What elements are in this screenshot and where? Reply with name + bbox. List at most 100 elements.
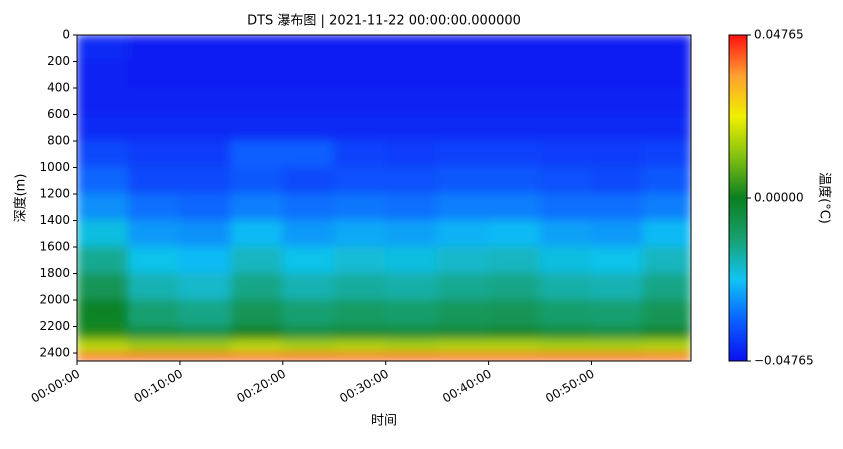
heat-cell bbox=[333, 339, 387, 354]
y-tick-label: 1000 bbox=[39, 160, 70, 174]
heat-cell bbox=[230, 246, 284, 275]
heat-cell bbox=[385, 87, 438, 116]
heat-cell bbox=[385, 167, 438, 195]
heat-cell bbox=[488, 220, 541, 248]
x-tick-label: 00:50:00 bbox=[543, 367, 597, 406]
heat-cell bbox=[591, 61, 644, 89]
heat-cell bbox=[127, 35, 181, 63]
heat-cell bbox=[436, 326, 490, 341]
heat-cell bbox=[77, 299, 129, 328]
heat-cell bbox=[591, 193, 644, 222]
heat-cell bbox=[77, 339, 129, 354]
heat-cell bbox=[282, 167, 335, 195]
colorbar bbox=[728, 34, 748, 362]
heat-cell bbox=[385, 299, 438, 328]
heat-cell bbox=[488, 352, 541, 361]
heat-cell bbox=[436, 339, 490, 354]
x-tick-label: 00:20:00 bbox=[234, 367, 288, 406]
y-tick-label: 1800 bbox=[39, 266, 70, 280]
heat-cell bbox=[591, 299, 644, 328]
heat-cell bbox=[436, 87, 490, 116]
heat-cell bbox=[230, 273, 284, 301]
heat-cell bbox=[230, 140, 284, 169]
heat-cell bbox=[539, 193, 593, 222]
heat-cell bbox=[488, 167, 541, 195]
heat-cell bbox=[385, 273, 438, 301]
y-tick-label: 2400 bbox=[39, 346, 70, 360]
heat-cell bbox=[179, 273, 232, 301]
heat-cell bbox=[539, 61, 593, 89]
heat-cell bbox=[539, 339, 593, 354]
heat-cell bbox=[77, 326, 129, 341]
heat-cell bbox=[333, 61, 387, 89]
heat-cell bbox=[333, 167, 387, 195]
heat-cell bbox=[539, 114, 593, 142]
heat-cell bbox=[333, 220, 387, 248]
heat-cell bbox=[230, 193, 284, 222]
heat-cell bbox=[282, 339, 335, 354]
heat-cell bbox=[436, 352, 490, 361]
heat-cell bbox=[539, 299, 593, 328]
heat-cell bbox=[436, 167, 490, 195]
heat-cell bbox=[230, 352, 284, 361]
heat-cell bbox=[230, 339, 284, 354]
y-tick-label: 2000 bbox=[39, 293, 70, 307]
heat-cell bbox=[77, 193, 129, 222]
heat-cell bbox=[230, 167, 284, 195]
x-tick-label: 00:30:00 bbox=[337, 367, 391, 406]
heat-cell bbox=[179, 246, 232, 275]
heat-cell bbox=[282, 87, 335, 116]
heat-cell bbox=[488, 114, 541, 142]
heat-cell bbox=[385, 220, 438, 248]
heat-cell bbox=[333, 326, 387, 341]
heat-cell bbox=[127, 114, 181, 142]
heat-cell bbox=[436, 140, 490, 169]
heat-cell bbox=[385, 35, 438, 63]
heat-cell bbox=[488, 61, 541, 89]
heat-cell bbox=[539, 326, 593, 341]
heat-cell bbox=[488, 299, 541, 328]
x-tick-label: 00:10:00 bbox=[131, 367, 185, 406]
heat-cell bbox=[333, 246, 387, 275]
heat-cell bbox=[436, 193, 490, 222]
heat-cell bbox=[642, 114, 691, 142]
y-tick-label: 1400 bbox=[39, 213, 70, 227]
heat-cell bbox=[436, 220, 490, 248]
heat-cell bbox=[539, 140, 593, 169]
heat-cell bbox=[539, 167, 593, 195]
heat-cell bbox=[282, 246, 335, 275]
heat-cell bbox=[436, 246, 490, 275]
heat-cell bbox=[488, 193, 541, 222]
y-tick-label: 600 bbox=[47, 107, 70, 121]
heat-cell bbox=[282, 220, 335, 248]
heat-cell bbox=[179, 167, 232, 195]
heat-cell bbox=[488, 273, 541, 301]
heat-cell bbox=[436, 299, 490, 328]
y-tick-label: 400 bbox=[47, 81, 70, 95]
heat-cell bbox=[77, 35, 129, 63]
heat-cell bbox=[127, 193, 181, 222]
heat-cell bbox=[77, 61, 129, 89]
colorbar-tick-label: −0.04765 bbox=[754, 354, 814, 368]
heat-cell bbox=[385, 352, 438, 361]
heat-cell bbox=[127, 246, 181, 275]
heat-cell bbox=[436, 273, 490, 301]
heat-cell bbox=[591, 339, 644, 354]
heat-cell bbox=[642, 299, 691, 328]
plot-frame bbox=[76, 34, 692, 362]
heat-cell bbox=[333, 273, 387, 301]
heat-cell bbox=[127, 299, 181, 328]
heat-cell bbox=[77, 273, 129, 301]
heat-cell bbox=[179, 61, 232, 89]
heat-cell bbox=[539, 273, 593, 301]
heat-cell bbox=[488, 140, 541, 169]
y-tick-label: 1600 bbox=[39, 240, 70, 254]
heat-cell bbox=[282, 326, 335, 341]
heat-cell bbox=[436, 114, 490, 142]
heat-cell bbox=[282, 35, 335, 63]
heat-cell bbox=[77, 167, 129, 195]
heat-cell bbox=[77, 87, 129, 116]
heat-cell bbox=[77, 246, 129, 275]
